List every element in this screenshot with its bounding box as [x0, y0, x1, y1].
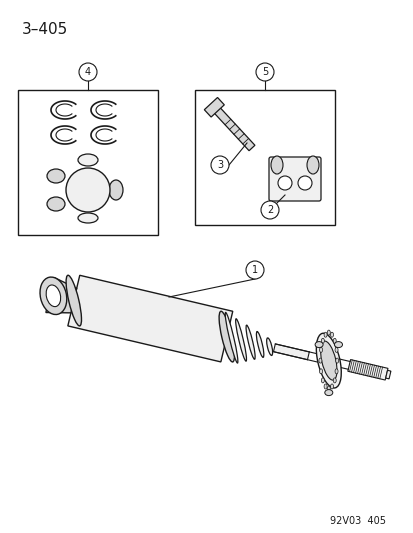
Bar [195, 90, 334, 225]
Ellipse shape [78, 154, 98, 166]
Polygon shape [204, 98, 224, 117]
Ellipse shape [314, 342, 322, 348]
Ellipse shape [327, 386, 330, 391]
Ellipse shape [318, 358, 321, 363]
Ellipse shape [330, 384, 333, 389]
Text: 5: 5 [261, 67, 268, 77]
Ellipse shape [330, 332, 333, 337]
Circle shape [79, 63, 97, 81]
Ellipse shape [235, 319, 246, 361]
Ellipse shape [271, 156, 282, 174]
Ellipse shape [319, 348, 322, 352]
Ellipse shape [40, 277, 66, 314]
Ellipse shape [320, 378, 323, 383]
Text: 1: 1 [252, 265, 257, 275]
Ellipse shape [47, 169, 65, 183]
Ellipse shape [323, 384, 326, 389]
Circle shape [255, 63, 273, 81]
Ellipse shape [47, 197, 65, 211]
Ellipse shape [335, 358, 338, 363]
Ellipse shape [323, 332, 326, 337]
Circle shape [245, 261, 263, 279]
Ellipse shape [334, 348, 337, 352]
Ellipse shape [334, 369, 337, 374]
Ellipse shape [320, 341, 336, 380]
Ellipse shape [66, 275, 81, 326]
Ellipse shape [332, 338, 335, 343]
Polygon shape [347, 360, 387, 380]
Ellipse shape [316, 333, 340, 388]
Polygon shape [46, 278, 76, 313]
Text: 2: 2 [266, 205, 273, 215]
Text: 92V03  405: 92V03 405 [329, 516, 385, 526]
Circle shape [277, 176, 291, 190]
Text: 3: 3 [216, 160, 223, 170]
Ellipse shape [332, 378, 335, 383]
Polygon shape [68, 275, 232, 362]
Circle shape [260, 201, 278, 219]
Ellipse shape [218, 311, 234, 362]
Ellipse shape [46, 285, 61, 306]
Circle shape [297, 176, 311, 190]
Polygon shape [273, 344, 309, 360]
Polygon shape [385, 370, 390, 379]
Ellipse shape [78, 213, 98, 223]
Ellipse shape [109, 180, 123, 200]
FancyBboxPatch shape [268, 157, 320, 201]
Ellipse shape [245, 325, 254, 359]
Ellipse shape [320, 338, 323, 343]
Bar [18, 90, 158, 235]
Ellipse shape [306, 156, 318, 174]
Ellipse shape [334, 342, 342, 348]
Ellipse shape [324, 390, 332, 395]
Ellipse shape [225, 312, 237, 363]
Circle shape [66, 168, 110, 212]
Text: 3–405: 3–405 [22, 22, 68, 37]
Text: 4: 4 [85, 67, 91, 77]
Polygon shape [211, 106, 254, 151]
Ellipse shape [319, 369, 322, 374]
Circle shape [211, 156, 228, 174]
Ellipse shape [266, 338, 272, 356]
Ellipse shape [256, 332, 263, 357]
Ellipse shape [327, 330, 330, 335]
